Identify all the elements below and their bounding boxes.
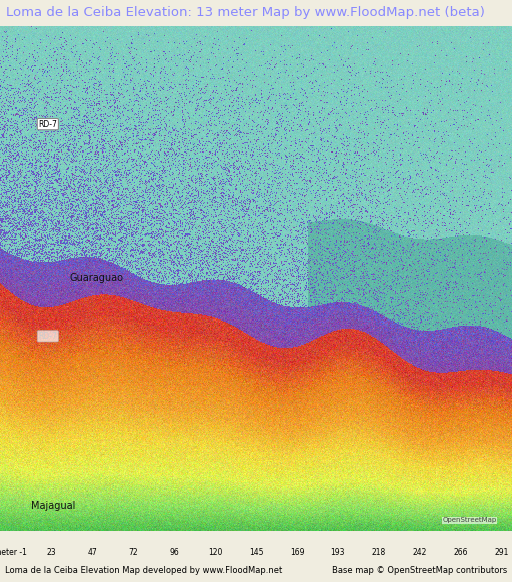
Text: 218: 218 [372,548,386,557]
Text: 72: 72 [129,548,138,557]
Text: 169: 169 [290,548,304,557]
Text: 242: 242 [413,548,427,557]
Text: 96: 96 [169,548,179,557]
Text: 120: 120 [208,548,222,557]
Text: Guaraguao: Guaraguao [69,273,123,283]
Text: OpenStreetMap: OpenStreetMap [442,517,497,523]
Text: 266: 266 [454,548,468,557]
Text: 23: 23 [47,548,56,557]
Text: RD-7: RD-7 [38,332,57,341]
Text: 291: 291 [495,548,509,557]
Text: Majagual: Majagual [31,501,75,510]
Text: 145: 145 [249,548,263,557]
Text: Loma de la Ceiba Elevation: 13 meter Map by www.FloodMap.net (beta): Loma de la Ceiba Elevation: 13 meter Map… [6,6,485,19]
Text: Base map © OpenStreetMap contributors: Base map © OpenStreetMap contributors [332,566,507,576]
Text: Loma de la Ceiba Elevation Map developed by www.FloodMap.net: Loma de la Ceiba Elevation Map developed… [5,566,283,576]
Text: 193: 193 [331,548,345,557]
Text: RD-7: RD-7 [38,120,57,129]
Text: meter -1: meter -1 [0,548,27,557]
Text: 47: 47 [87,548,97,557]
